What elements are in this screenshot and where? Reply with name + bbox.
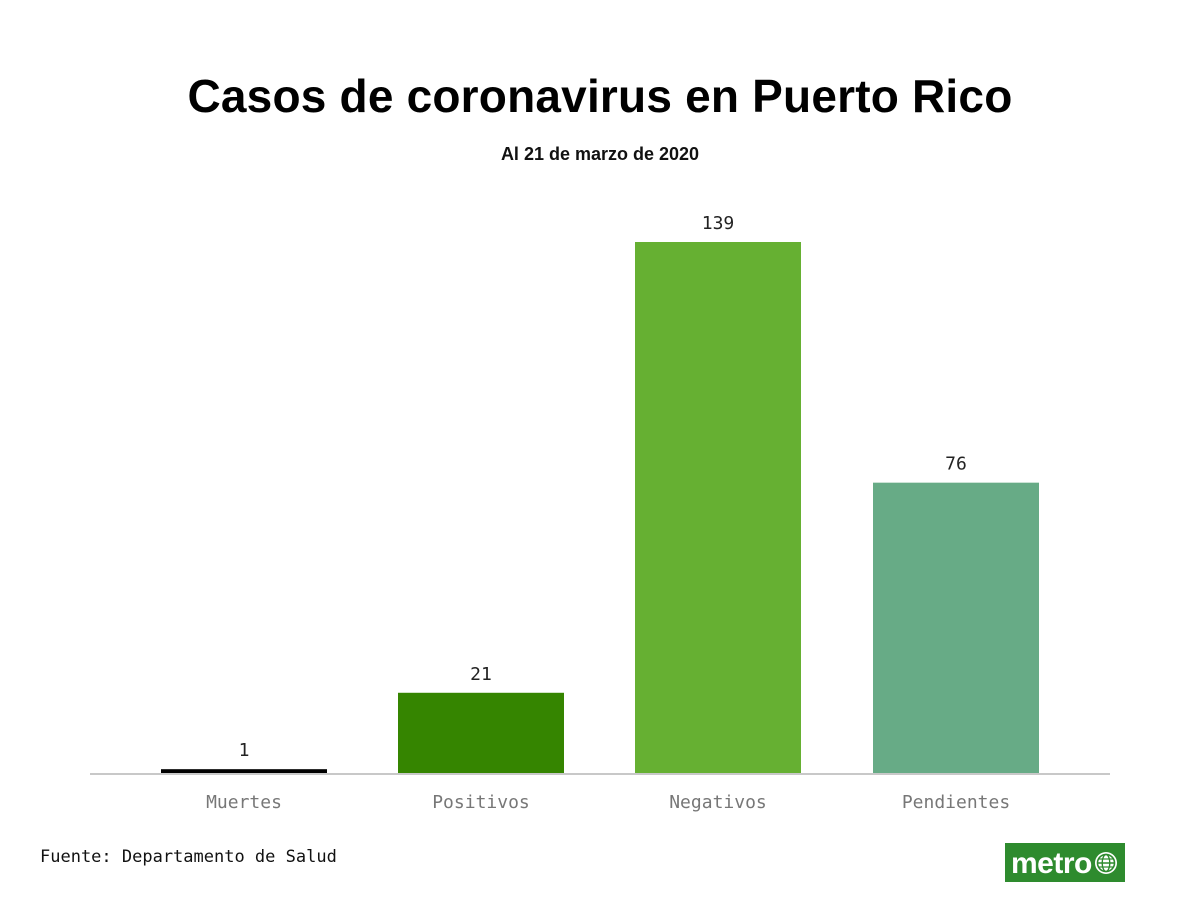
bars-layer — [161, 242, 1039, 773]
metro-logo: metro — [1005, 843, 1125, 882]
chart-subtitle: Al 21 de marzo de 2020 — [500, 144, 700, 164]
bar-negativos — [635, 242, 801, 773]
chart-title: Casos de coronavirus en Puerto Rico — [187, 70, 1013, 122]
x-tick-label-positivos: Positivos — [432, 792, 530, 813]
value-label-negativos: 139 — [702, 213, 735, 234]
x-tick-label-muertes: Muertes — [206, 792, 282, 813]
bar-positivos — [398, 692, 564, 773]
x-tick-label-negativos: Negativos — [669, 792, 767, 813]
value-label-muertes: 1 — [239, 740, 250, 761]
x-tick-labels-layer: Muertes Positivos Negativos Pendientes — [206, 792, 1010, 813]
globe-icon — [1095, 852, 1117, 874]
source-note: Fuente: Departamento de Salud — [40, 847, 337, 867]
bar-muertes — [161, 769, 327, 773]
value-label-pendientes: 76 — [945, 454, 967, 475]
bar-pendientes — [873, 482, 1039, 773]
x-tick-label-pendientes: Pendientes — [902, 792, 1010, 813]
value-labels-layer: 1 21 139 76 — [239, 213, 967, 761]
logo-wordmark: metro — [1011, 847, 1092, 880]
value-label-positivos: 21 — [470, 664, 492, 685]
